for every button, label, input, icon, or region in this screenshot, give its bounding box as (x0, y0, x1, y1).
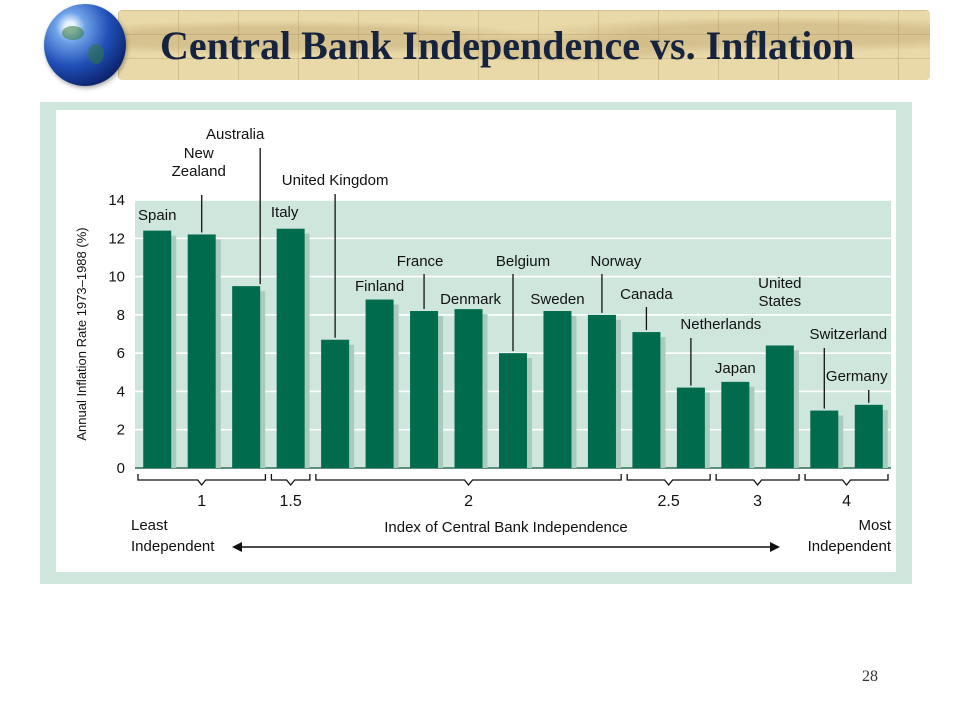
y-tick-label: 8 (117, 307, 125, 324)
title-banner (118, 10, 930, 80)
group-bracket (804, 474, 889, 487)
independent-right-label: Independent (808, 538, 892, 555)
bar (765, 345, 794, 468)
group-bracket (315, 474, 622, 487)
group-label: 1.5 (280, 493, 302, 510)
banner-grid (118, 10, 930, 80)
country-label: Australia (206, 126, 265, 143)
bar (632, 332, 661, 468)
country-label: Spain (138, 207, 176, 224)
bar (232, 286, 261, 468)
y-tick-label: 2 (117, 422, 125, 439)
bar (187, 234, 216, 468)
country-label: Canada (620, 286, 673, 303)
most-label: Most (858, 517, 891, 534)
slide-number: 28 (862, 668, 878, 685)
group-label: 2.5 (658, 493, 680, 510)
country-label: Netherlands (680, 316, 761, 333)
globe-icon (44, 4, 126, 86)
country-label: France (397, 253, 444, 270)
group-label: 2 (464, 493, 473, 510)
bar (365, 299, 394, 468)
country-label: Germany (826, 368, 888, 385)
independent-left-label: Independent (131, 538, 215, 555)
y-tick-label: 0 (117, 460, 125, 477)
chart-panel: 0 2 4 6 8 10 12 14 Annual Inflation Rate 1973–19… (40, 102, 912, 584)
y-axis-label: Annual Inflation Rate 1973–1988 (%) (74, 227, 89, 440)
group-label: 1 (197, 493, 206, 510)
bar (143, 230, 172, 468)
arrow-left-icon (232, 542, 242, 552)
arrow-right-icon (770, 542, 780, 552)
bar (499, 353, 527, 468)
group-label: 3 (753, 493, 762, 510)
country-label: Belgium (496, 253, 550, 270)
country-label: Italy (271, 204, 299, 221)
x-axis-label: Index of Central Bank Independence (384, 519, 628, 536)
group-bracket (270, 474, 311, 487)
country-label: Sweden (530, 291, 584, 308)
y-tick-label: 10 (108, 269, 125, 286)
chart-inner: 0 2 4 6 8 10 12 14 Annual Inflation Rate 1973–19… (56, 110, 896, 572)
country-label: United States (758, 275, 801, 310)
y-tick-label: 14 (108, 192, 125, 209)
country-label: Japan (715, 360, 756, 377)
group-bracket (626, 474, 711, 487)
bar (276, 228, 305, 468)
bar (321, 339, 350, 468)
country-label: Switzerland (810, 326, 888, 343)
country-label: New Zealand (172, 145, 226, 180)
bar (454, 309, 483, 468)
bar (721, 381, 750, 468)
country-label: Denmark (440, 291, 501, 308)
bar (543, 311, 572, 468)
group-bracket (715, 474, 800, 487)
country-label: United Kingdom (282, 172, 389, 189)
bar (810, 410, 839, 468)
bar (410, 311, 439, 468)
bar (854, 404, 883, 468)
group-label: 4 (842, 493, 851, 510)
least-label: Least (131, 517, 169, 534)
y-tick-label: 6 (117, 345, 125, 362)
page-title: Central Bank Independence vs. Inflation (160, 23, 855, 68)
country-label: Finland (355, 278, 404, 295)
group-bracket (137, 474, 267, 487)
bar (676, 387, 705, 468)
country-label: Norway (591, 253, 642, 270)
bar (587, 314, 616, 468)
banner-map-texture (118, 10, 930, 80)
y-tick-label: 4 (117, 383, 125, 400)
y-tick-label: 12 (108, 230, 125, 247)
